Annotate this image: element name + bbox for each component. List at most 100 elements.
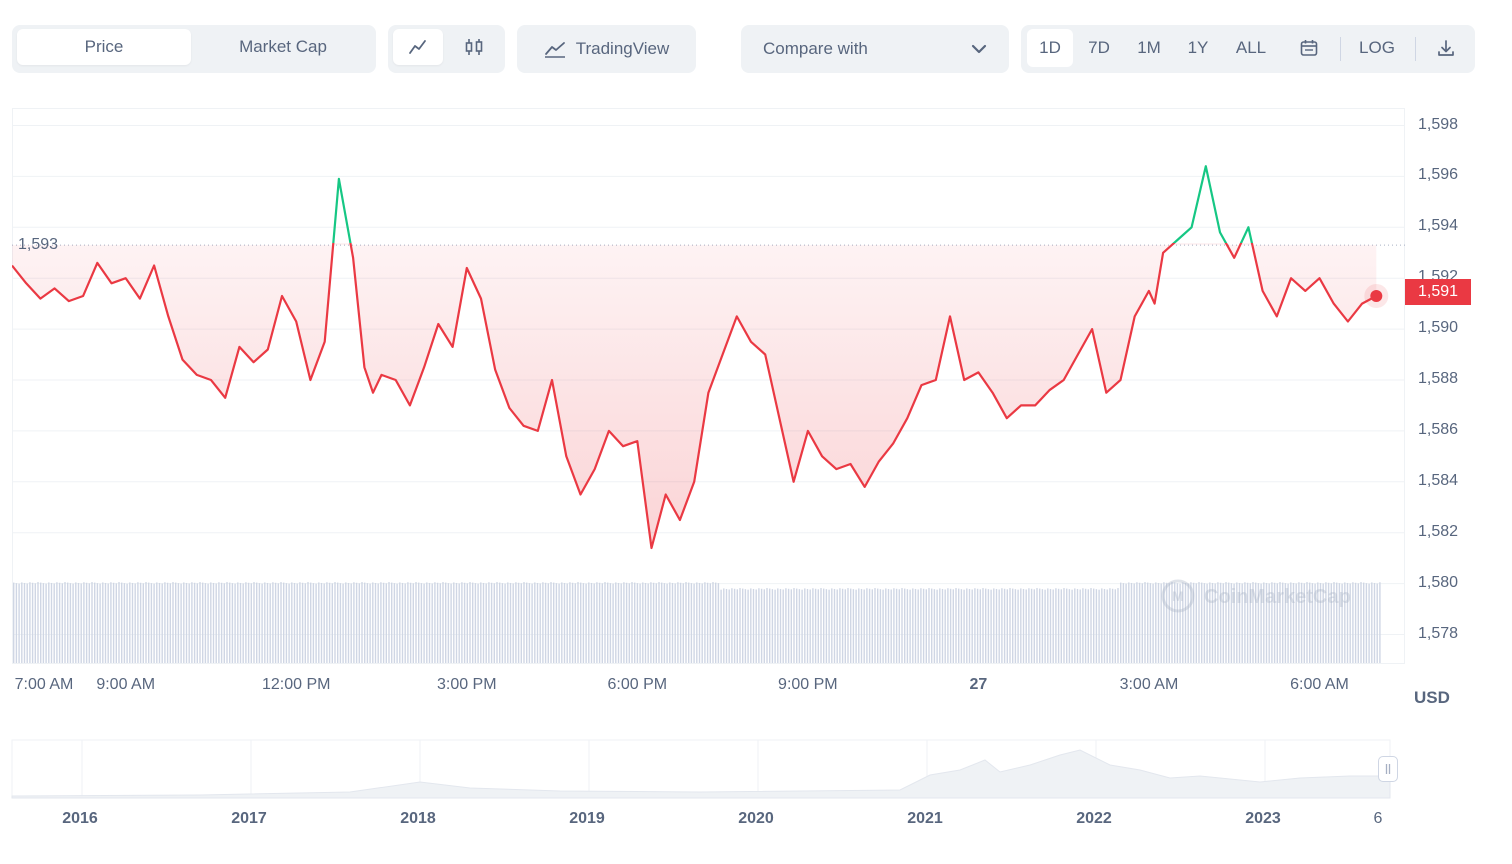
volume-bar [283, 582, 285, 663]
volume-bar [1028, 588, 1030, 663]
volume-bar [1066, 588, 1068, 663]
calendar-icon [1300, 40, 1318, 56]
volume-bar [1371, 582, 1373, 663]
market-cap-tab[interactable]: Market Cap [239, 37, 327, 56]
volume-bar [874, 588, 876, 663]
volume-bar [269, 583, 271, 663]
calendar-button[interactable] [1287, 29, 1331, 67]
volume-bar [1333, 582, 1335, 663]
range-7d-button[interactable]: 7D [1088, 38, 1110, 57]
volume-bar [731, 588, 733, 663]
currency-label: USD [1414, 688, 1450, 707]
current-price-marker [1364, 284, 1389, 309]
volume-bar [180, 583, 182, 663]
volume-bar [723, 588, 725, 663]
volume-bar [461, 582, 463, 663]
volume-bar [407, 582, 409, 663]
range-all-button[interactable]: ALL [1235, 38, 1267, 57]
volume-bar [766, 588, 768, 663]
price-line [12, 165, 1377, 550]
watermark-text: CoinMarketCap [1204, 586, 1351, 608]
volume-bar [420, 583, 423, 663]
volume-bar [1379, 582, 1381, 663]
volume-bar [164, 582, 166, 663]
volume-bar [339, 583, 342, 663]
log-scale-button[interactable]: LOG [1359, 38, 1395, 57]
volume-bar [250, 583, 252, 663]
volume-bar [1349, 583, 1351, 663]
volume-bar [717, 583, 720, 663]
current-price-tag: 1,591 [1405, 279, 1471, 305]
volume-bar [693, 583, 695, 663]
price-area-fill [12, 243, 1377, 548]
range-1d-button[interactable]: 1D [1027, 29, 1073, 67]
volume-bar [482, 582, 485, 663]
price-tab[interactable]: Price [17, 29, 191, 65]
volume-bar [34, 583, 36, 663]
range-1m-button[interactable]: 1M [1137, 38, 1161, 57]
volume-bar [639, 583, 641, 663]
volume-bar [458, 583, 460, 663]
volume-bar [134, 583, 136, 663]
volume-bar [404, 583, 406, 663]
tradingview-button[interactable]: TradingView [517, 25, 696, 73]
volume-bar [974, 588, 976, 663]
volume-bar [898, 589, 900, 663]
volume-bar [1082, 588, 1084, 663]
volume-bar [293, 582, 296, 663]
volume-bar [45, 583, 47, 663]
volume-bar [598, 582, 601, 663]
volume-bar [580, 582, 582, 663]
volume-bar [496, 582, 498, 663]
volume-bar [345, 582, 347, 663]
volume-bar [669, 582, 671, 663]
y-tick-label: 1,598 [1418, 115, 1459, 133]
volume-bar [985, 588, 987, 663]
volume-bar [936, 589, 938, 663]
volume-bar [1025, 589, 1027, 663]
volume-bar [806, 588, 809, 663]
volume-bar [1114, 589, 1116, 663]
volume-bar [172, 582, 174, 663]
volume-bar [1257, 583, 1260, 663]
compare-with-dropdown[interactable]: Compare with [741, 25, 1009, 73]
navigator-year-label: 2016 [62, 810, 98, 827]
volume-bar [91, 582, 93, 663]
volume-bar [96, 583, 99, 663]
volume-bar [1230, 583, 1233, 663]
volume-bar [871, 589, 873, 663]
volume-bar [229, 582, 231, 663]
volume-bar [115, 583, 117, 663]
volume-bar [1093, 588, 1095, 663]
volume-bar [242, 583, 244, 663]
volume-bar [150, 583, 153, 663]
volume-bar [1190, 582, 1192, 663]
range-1y-button[interactable]: 1Y [1187, 38, 1209, 57]
volume-bar [231, 583, 234, 663]
price-line-up [332, 165, 1254, 243]
volume-bar [750, 588, 752, 663]
volume-bar [947, 588, 949, 663]
candlestick-button[interactable] [449, 29, 499, 65]
volume-bar [396, 583, 398, 663]
volume-bar [264, 582, 266, 663]
volume-bar [1198, 582, 1200, 663]
volume-bar [1128, 582, 1130, 663]
volume-bar [442, 582, 444, 663]
line-chart-button[interactable] [393, 29, 443, 65]
volume-bar [177, 583, 180, 663]
volume-bar [696, 582, 698, 663]
volume-bar [760, 588, 763, 663]
navigator-handle[interactable] [1378, 756, 1398, 782]
volume-bar [31, 582, 34, 663]
download-button[interactable] [1424, 29, 1468, 67]
volume-bar [558, 583, 560, 663]
volume-bar [1341, 583, 1343, 663]
volume-bar [1109, 588, 1111, 663]
volume-bar [288, 583, 290, 663]
volume-bar [64, 582, 66, 663]
volume-bar [782, 589, 784, 663]
volume-bar [102, 582, 104, 663]
